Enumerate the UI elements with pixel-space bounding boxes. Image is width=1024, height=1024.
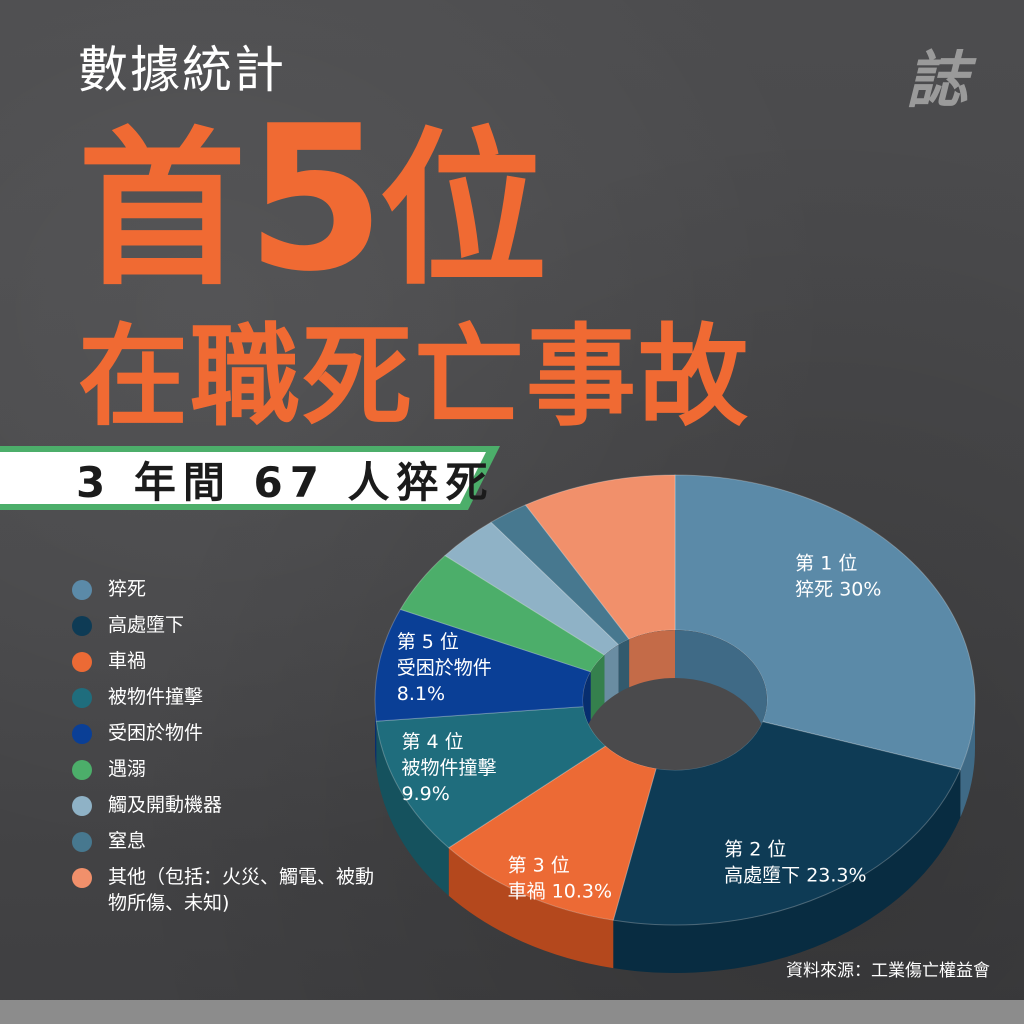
legend-item: 受困於物件 bbox=[72, 720, 392, 756]
page-subtitle: 數據統計 bbox=[78, 41, 286, 99]
legend-label: 觸及開動機器 bbox=[108, 794, 223, 816]
slice-rank: 第 4 位 bbox=[401, 731, 463, 753]
legend-label: 高處墮下 bbox=[108, 614, 185, 636]
chart-inner-wall bbox=[618, 639, 630, 693]
title-number: 5 bbox=[246, 83, 385, 316]
title-prefix: 首 bbox=[78, 112, 246, 308]
legend-item: 被物件撞擊 bbox=[72, 684, 392, 720]
slice-label: 第 5 位受困於物件 8.1% bbox=[397, 631, 492, 705]
slice-label: 第 1 位猝死 30% bbox=[795, 553, 881, 601]
slice-rank: 第 2 位 bbox=[724, 839, 786, 861]
title-suffix: 位 bbox=[379, 112, 548, 308]
brand-logo: 誌 bbox=[906, 44, 969, 117]
chart-slices bbox=[374, 474, 976, 926]
bottom-strip bbox=[0, 1000, 1024, 1024]
legend-item: 窒息 bbox=[72, 828, 392, 864]
slice-value: 高處墮下 23.3% bbox=[724, 865, 866, 887]
chart-data-labels: 第 1 位猝死 30%第 2 位高處墮下 23.3%第 3 位車禍 10.3%第… bbox=[397, 553, 882, 903]
chart-side-wall bbox=[448, 847, 614, 969]
legend-label: 猝死 bbox=[108, 578, 147, 600]
legend-swatch bbox=[72, 868, 92, 888]
slice-label: 第 2 位高處墮下 23.3% bbox=[724, 839, 866, 887]
chart-side-wall bbox=[376, 721, 449, 896]
chart-inner-wall bbox=[629, 630, 675, 688]
chart-inner-wall bbox=[675, 630, 767, 748]
chart-inner-walls bbox=[583, 630, 767, 748]
legend-swatch bbox=[72, 796, 92, 816]
slice-value: 受困於物件 bbox=[397, 657, 492, 679]
legend-item: 高處墮下 bbox=[72, 612, 392, 648]
legend-label: 遇溺 bbox=[108, 758, 147, 780]
legend-label: 其他（包括：火災、觸電、被動物所傷、未知) bbox=[108, 866, 375, 914]
chart-legend: 猝死高處墮下車禍被物件撞擊受困於物件遇溺觸及開動機器 窒息其他（包括：火災、觸電、… bbox=[72, 576, 392, 914]
slice-rank: 第 5 位 bbox=[397, 631, 459, 653]
chart-side-wall bbox=[375, 700, 377, 770]
legend-swatch bbox=[72, 724, 92, 744]
chart-side-wall bbox=[960, 700, 975, 818]
page-title-line2: 在職死亡事故 bbox=[78, 313, 750, 441]
slice-value: 猝死 30% bbox=[795, 579, 881, 601]
chart-inner-wall bbox=[590, 655, 605, 720]
banner-text: 3 年間 67 人猝死 bbox=[76, 458, 495, 507]
legend-swatch bbox=[72, 580, 92, 600]
legend-swatch bbox=[72, 688, 92, 708]
legend-label: 窒息 bbox=[108, 830, 147, 852]
slice-rank: 第 3 位 bbox=[508, 855, 570, 877]
legend-item: 其他（包括：火災、觸電、被動物所傷、未知) bbox=[72, 864, 392, 914]
chart-side-walls bbox=[375, 700, 975, 974]
slice-value: 被物件撞擊 bbox=[401, 757, 496, 779]
slice-value: 9.9% bbox=[401, 783, 449, 805]
legend-swatch bbox=[72, 760, 92, 780]
chart-inner-wall bbox=[604, 644, 619, 704]
legend-item: 猝死 bbox=[72, 576, 392, 612]
legend-item: 遇溺 bbox=[72, 756, 392, 792]
legend-label: 被物件撞擊 bbox=[108, 686, 204, 708]
chart-side-wall bbox=[613, 769, 961, 974]
legend-label: 受困於物件 bbox=[108, 722, 204, 744]
legend-swatch bbox=[72, 652, 92, 672]
slice-rank: 第 1 位 bbox=[795, 553, 857, 575]
legend-item: 車禍 bbox=[72, 648, 392, 684]
source-note: 資料來源：工業傷亡權益會 bbox=[786, 961, 990, 981]
legend-swatch bbox=[72, 832, 92, 852]
page-title: 首5位 bbox=[78, 100, 547, 300]
slice-label: 第 3 位車禍 10.3% bbox=[508, 855, 612, 903]
slice-value: 車禍 10.3% bbox=[508, 881, 612, 903]
legend-swatch bbox=[72, 616, 92, 636]
legend-item: 觸及開動機器 bbox=[72, 792, 392, 828]
pie-slice bbox=[612, 721, 962, 926]
banner-ribbon bbox=[0, 446, 500, 510]
pie-slice bbox=[524, 474, 676, 640]
legend-label: 車禍 bbox=[108, 650, 147, 672]
slice-value: 8.1% bbox=[397, 683, 445, 705]
slice-label: 第 4 位被物件撞擊 9.9% bbox=[401, 731, 496, 805]
